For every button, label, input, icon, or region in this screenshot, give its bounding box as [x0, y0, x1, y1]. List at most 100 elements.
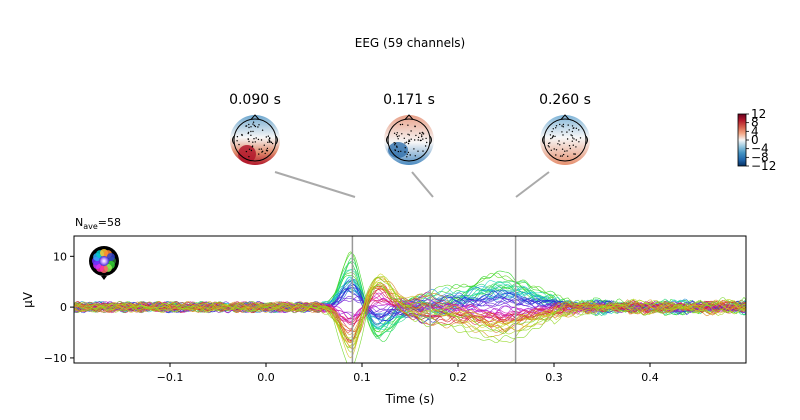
sensor-dot — [253, 138, 255, 140]
sensor-dot — [566, 150, 568, 152]
sensor-dot — [562, 123, 565, 126]
sensor-dot — [403, 137, 405, 139]
sensor-dot — [562, 126, 564, 128]
sensor-dot — [571, 140, 573, 142]
sensor-dot — [567, 124, 569, 126]
sensor-dot — [236, 136, 239, 138]
sensor-dot — [410, 138, 412, 140]
head-nose — [250, 114, 260, 120]
sensor-dot — [422, 138, 424, 140]
plot-frame — [73, 235, 747, 364]
sensor-dot — [561, 131, 563, 133]
sensor-dot — [255, 137, 257, 139]
y-tick-label: −10 — [44, 352, 67, 365]
sensor-dot — [549, 142, 551, 144]
head-ear-right — [275, 135, 278, 145]
sensor-dot — [573, 138, 575, 140]
sensor-dot — [261, 129, 264, 131]
connector-line — [274, 171, 356, 198]
sensor-dot — [258, 153, 260, 155]
y-tick-label: 0 — [60, 301, 67, 314]
sensor-dot — [417, 136, 420, 139]
sensor-dot — [405, 141, 408, 143]
sensor-dot — [572, 144, 574, 146]
topomap-2: 0.171 s — [383, 92, 435, 165]
sensor-dot — [257, 138, 260, 141]
sensor-dot — [267, 135, 269, 137]
sensor-dot — [579, 137, 582, 139]
sensor-dot — [397, 138, 399, 140]
x-tick-label: 0.0 — [257, 371, 275, 384]
sensor-dot — [396, 132, 398, 134]
x-tick-label: 0.1 — [353, 371, 371, 384]
sensor-dot — [398, 135, 400, 137]
topomap-time-label: 0.171 s — [383, 92, 435, 108]
sensor-dot — [421, 135, 423, 138]
sensor-dot — [414, 139, 416, 141]
sensor-dot — [399, 123, 402, 126]
sensor-dot — [252, 123, 254, 125]
channel-trace — [74, 273, 746, 339]
channel-trace — [74, 298, 746, 326]
topomap-3: 0.260 s — [539, 92, 591, 165]
sensor-dot — [555, 149, 558, 151]
head-outline — [233, 118, 277, 162]
sensor-dot — [563, 142, 565, 144]
sensor-dot — [550, 137, 552, 140]
sensor-dot — [265, 136, 267, 138]
sensor-dot — [248, 123, 250, 126]
sensor-dot — [555, 125, 558, 127]
sensor-dot — [393, 142, 395, 144]
sensor-dot — [269, 137, 271, 139]
figure-title: EEG (59 channels) — [355, 36, 465, 50]
sensor-dot — [271, 142, 274, 145]
sensor-dot — [575, 146, 577, 148]
sensor-dot — [395, 134, 398, 136]
sensor-dot — [571, 125, 574, 127]
sensor-dot — [561, 148, 564, 150]
x-tick-label: 0.4 — [641, 371, 659, 384]
topomap-row: 0.090 s 0.171 s 0.260 s — [229, 92, 591, 165]
sensor-dot — [426, 141, 428, 144]
sensor-dot — [409, 154, 411, 156]
sensor-dot — [396, 145, 398, 147]
sensor-dot — [266, 147, 269, 150]
sensor-dot — [257, 126, 259, 128]
sensor-dot — [250, 130, 252, 133]
sensor-dot — [406, 153, 408, 155]
topomap-field — [540, 115, 590, 165]
sensor-legend-head — [89, 246, 119, 280]
sensor-dot — [250, 134, 252, 136]
sensor-dot — [254, 141, 256, 143]
sensor-dot — [566, 131, 568, 133]
colorbar-tick-label: −8 — [751, 150, 769, 164]
colorbar-tick-label: 12 — [751, 107, 766, 121]
sensor-dot — [253, 124, 255, 127]
sensor-dot — [554, 135, 556, 138]
sensor-dot — [417, 150, 419, 152]
sensor-dot — [562, 134, 564, 136]
sensor-dot — [248, 156, 250, 158]
sensor-dot — [550, 149, 552, 151]
sensor-dot — [267, 141, 269, 143]
sensor-dot — [250, 149, 253, 152]
sensor-dot — [238, 143, 240, 146]
sensor-dot — [260, 148, 263, 150]
sensor-dot — [245, 150, 248, 153]
x-axis: −0.1 0.0 0.1 0.2 0.3 0.4 — [157, 363, 659, 384]
colorbar-tick-label: −4 — [751, 142, 769, 156]
sensor-dot — [247, 138, 249, 140]
sensor-dot — [424, 145, 427, 147]
sensor-dot — [401, 123, 404, 126]
connector-line — [515, 171, 550, 198]
channel-trace — [74, 277, 746, 332]
head-legend-center — [99, 256, 109, 266]
sensor-dot — [394, 144, 396, 146]
y-axis-label: µV — [21, 291, 35, 308]
sensor-dot — [548, 146, 550, 148]
sensor-dot — [422, 132, 424, 134]
head-outline — [543, 118, 587, 162]
channel-trace — [74, 275, 746, 353]
sensor-dot — [573, 153, 575, 155]
